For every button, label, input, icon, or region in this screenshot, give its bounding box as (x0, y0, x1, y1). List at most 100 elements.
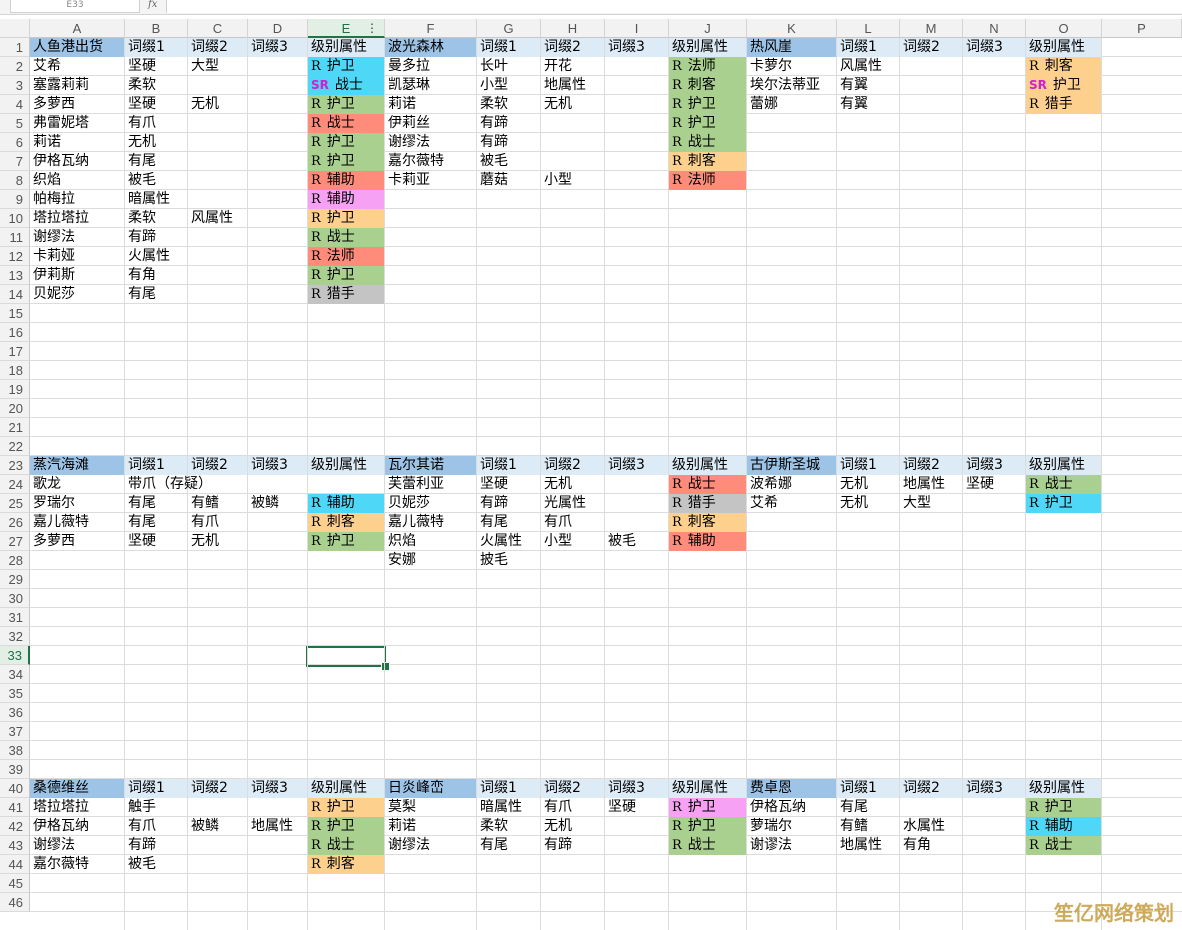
cell-n40[interactable]: 词缀3 (963, 779, 1025, 798)
row-header-31[interactable]: 31 (0, 608, 30, 627)
cell-i23[interactable]: 词缀3 (605, 456, 668, 475)
cell-b14[interactable]: 有尾 (125, 285, 187, 304)
cell-g43[interactable]: 有尾 (477, 836, 540, 855)
fill-handle[interactable] (381, 662, 390, 671)
cell-f1[interactable]: 波光森林 (385, 38, 476, 57)
row-header-25[interactable]: 25 (0, 494, 30, 513)
cell-a8[interactable]: 织焰 (30, 171, 124, 190)
cell-n1[interactable]: 词缀3 (963, 38, 1025, 57)
cell-e6[interactable]: R 护卫 (308, 133, 384, 152)
cell-b25[interactable]: 有尾 (125, 494, 187, 513)
row-header-28[interactable]: 28 (0, 551, 30, 570)
cell-b9[interactable]: 暗属性 (125, 190, 187, 209)
cell-f28[interactable]: 安娜 (385, 551, 476, 570)
cell-j1[interactable]: 级别属性 (669, 38, 746, 57)
row-header-20[interactable]: 20 (0, 399, 30, 418)
cell-g28[interactable]: 披毛 (477, 551, 540, 570)
cell-e4[interactable]: R 护卫 (308, 95, 384, 114)
cell-f41[interactable]: 莫梨 (385, 798, 476, 817)
cell-b12[interactable]: 火属性 (125, 247, 187, 266)
cell-f2[interactable]: 曼多拉 (385, 57, 476, 76)
cell-b13[interactable]: 有角 (125, 266, 187, 285)
active-cell-selection[interactable] (306, 646, 386, 667)
row-header-43[interactable]: 43 (0, 836, 30, 855)
spreadsheet-grid[interactable]: 人鱼港出货 词缀1 词缀2 词缀3 级别属性 波光森林 词缀1 词缀2 词缀3 级别属性 热风崖 词缀… (30, 38, 1182, 930)
cell-b3[interactable]: 柔软 (125, 76, 187, 95)
cell-b11[interactable]: 有蹄 (125, 228, 187, 247)
cell-e3[interactable]: SR 战士 (308, 76, 384, 95)
cell-f26[interactable]: 嘉儿薇特 (385, 513, 476, 532)
cell-m23[interactable]: 词缀2 (900, 456, 962, 475)
cell-f43[interactable]: 谢缪法 (385, 836, 476, 855)
row-header-29[interactable]: 29 (0, 570, 30, 589)
cell-d40[interactable]: 词缀3 (248, 779, 307, 798)
cell-c25[interactable]: 有鳍 (188, 494, 247, 513)
cell-l23[interactable]: 词缀1 (837, 456, 899, 475)
cell-j43[interactable]: R 战士 (669, 836, 746, 855)
cell-a25[interactable]: 罗瑞尔 (30, 494, 124, 513)
cell-o40[interactable]: 级别属性 (1026, 779, 1101, 798)
cell-b5[interactable]: 有爪 (125, 114, 187, 133)
cell-o24[interactable]: R 战士 (1026, 475, 1101, 494)
cell-i1[interactable]: 词缀3 (605, 38, 668, 57)
cell-h4[interactable]: 无机 (541, 95, 604, 114)
cell-h43[interactable]: 有蹄 (541, 836, 604, 855)
cell-a5[interactable]: 弗雷妮塔 (30, 114, 124, 133)
column-header-g[interactable]: G (477, 19, 541, 38)
row-header-5[interactable]: 5 (0, 114, 30, 133)
cell-j3[interactable]: R 刺客 (669, 76, 746, 95)
column-header-b[interactable]: B (125, 19, 188, 38)
cell-a11[interactable]: 谢缪法 (30, 228, 124, 247)
cell-c40[interactable]: 词缀2 (188, 779, 247, 798)
cell-i40[interactable]: 词缀3 (605, 779, 668, 798)
cell-a43[interactable]: 谢缪法 (30, 836, 124, 855)
row-header-1[interactable]: 1 (0, 38, 30, 57)
cell-m25[interactable]: 大型 (900, 494, 962, 513)
cell-e13[interactable]: R 护卫 (308, 266, 384, 285)
cell-b26[interactable]: 有尾 (125, 513, 187, 532)
row-header-10[interactable]: 10 (0, 209, 30, 228)
cell-b1[interactable]: 词缀1 (125, 38, 187, 57)
cell-a26[interactable]: 嘉儿薇特 (30, 513, 124, 532)
row-header-37[interactable]: 37 (0, 722, 30, 741)
cell-c2[interactable]: 大型 (188, 57, 247, 76)
cell-j25[interactable]: R 猎手 (669, 494, 746, 513)
cell-j42[interactable]: R 护卫 (669, 817, 746, 836)
cell-h41[interactable]: 有爪 (541, 798, 604, 817)
cell-j5[interactable]: R 护卫 (669, 114, 746, 133)
cell-j23[interactable]: 级别属性 (669, 456, 746, 475)
cell-n23[interactable]: 词缀3 (963, 456, 1025, 475)
row-header-36[interactable]: 36 (0, 703, 30, 722)
cell-o4[interactable]: R 猎手 (1026, 95, 1101, 114)
cell-g25[interactable]: 有蹄 (477, 494, 540, 513)
cell-a24[interactable]: 歌龙 (30, 475, 124, 494)
cell-h26[interactable]: 有爪 (541, 513, 604, 532)
cell-a3[interactable]: 塞露莉莉 (30, 76, 124, 95)
row-header-9[interactable]: 9 (0, 190, 30, 209)
row-header-38[interactable]: 38 (0, 741, 30, 760)
cell-l3[interactable]: 有翼 (837, 76, 899, 95)
cell-h2[interactable]: 开花 (541, 57, 604, 76)
cell-j27[interactable]: R 辅助 (669, 532, 746, 551)
cell-e27[interactable]: R 护卫 (308, 532, 384, 551)
cell-f25[interactable]: 贝妮莎 (385, 494, 476, 513)
cell-a42[interactable]: 伊格瓦纳 (30, 817, 124, 836)
row-header-32[interactable]: 32 (0, 627, 30, 646)
cell-k42[interactable]: 萝瑞尔 (747, 817, 836, 836)
row-header-42[interactable]: 42 (0, 817, 30, 836)
row-header-16[interactable]: 16 (0, 323, 30, 342)
cell-m42[interactable]: 水属性 (900, 817, 962, 836)
cell-b10[interactable]: 柔软 (125, 209, 187, 228)
cell-o25[interactable]: R 护卫 (1026, 494, 1101, 513)
cell-a27[interactable]: 多萝西 (30, 532, 124, 551)
cell-b27[interactable]: 坚硬 (125, 532, 187, 551)
cell-g1[interactable]: 词缀1 (477, 38, 540, 57)
cell-a4[interactable]: 多萝西 (30, 95, 124, 114)
cell-f6[interactable]: 谢缪法 (385, 133, 476, 152)
cell-a41[interactable]: 塔拉塔拉 (30, 798, 124, 817)
cell-m40[interactable]: 词缀2 (900, 779, 962, 798)
row-header-24[interactable]: 24 (0, 475, 30, 494)
cell-k41[interactable]: 伊格瓦纳 (747, 798, 836, 817)
cell-b43[interactable]: 有蹄 (125, 836, 187, 855)
column-header-h[interactable]: H (541, 19, 605, 38)
